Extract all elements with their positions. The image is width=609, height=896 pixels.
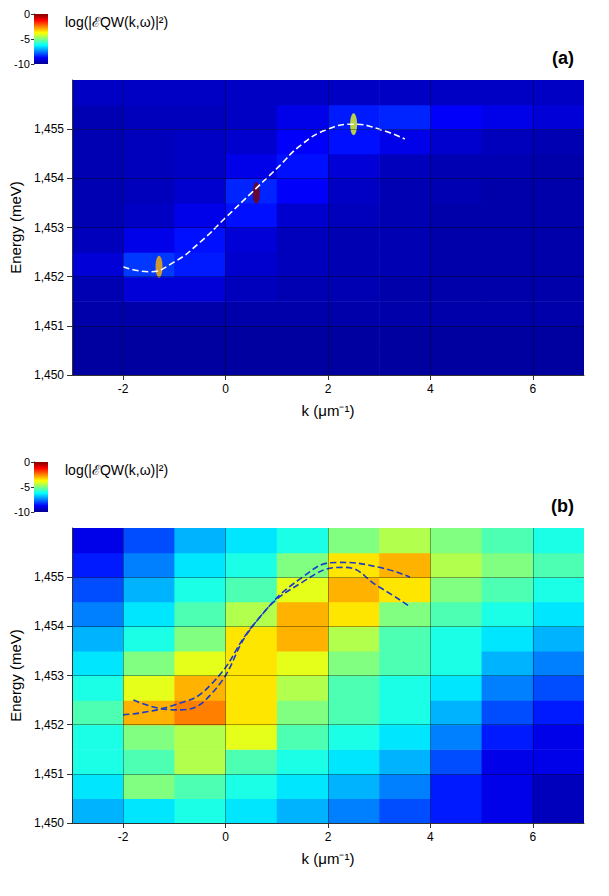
- svg-text:1,451: 1,451: [34, 319, 64, 333]
- svg-text:0: 0: [222, 382, 229, 396]
- svg-text:(b): (b): [551, 496, 574, 516]
- svg-text:2: 2: [325, 382, 332, 396]
- svg-text:1,451: 1,451: [34, 767, 64, 781]
- svg-text:1,452: 1,452: [34, 270, 64, 284]
- svg-text:1,452: 1,452: [34, 718, 64, 732]
- svg-text:1,455: 1,455: [34, 570, 64, 584]
- svg-text:log(|ℰQW(k,ω)|²): log(|ℰQW(k,ω)|²): [65, 462, 168, 478]
- svg-text:-5: -5: [20, 33, 30, 45]
- svg-text:k (μm⁻¹): k (μm⁻¹): [302, 850, 355, 867]
- svg-text:1,450: 1,450: [34, 816, 64, 830]
- svg-text:1,454: 1,454: [34, 171, 64, 185]
- svg-text:0: 0: [222, 830, 229, 844]
- svg-text:Energy (meV): Energy (meV): [7, 181, 24, 274]
- svg-text:log(|ℰQW(k,ω)|²): log(|ℰQW(k,ω)|²): [65, 14, 168, 30]
- svg-text:0: 0: [24, 456, 30, 468]
- svg-text:1,453: 1,453: [34, 221, 64, 235]
- svg-text:1,454: 1,454: [34, 619, 64, 633]
- svg-text:1,453: 1,453: [34, 669, 64, 683]
- svg-text:6: 6: [529, 382, 536, 396]
- svg-text:2: 2: [325, 830, 332, 844]
- svg-text:k (μm⁻¹): k (μm⁻¹): [302, 402, 355, 419]
- svg-text:-10: -10: [14, 58, 30, 70]
- svg-text:-5: -5: [20, 481, 30, 493]
- svg-text:-10: -10: [14, 506, 30, 518]
- svg-text:-2: -2: [118, 382, 129, 396]
- svg-text:6: 6: [529, 830, 536, 844]
- svg-text:4: 4: [427, 830, 434, 844]
- svg-text:0: 0: [24, 8, 30, 20]
- svg-text:1,455: 1,455: [34, 122, 64, 136]
- svg-text:-2: -2: [118, 830, 129, 844]
- svg-text:(a): (a): [552, 48, 574, 68]
- svg-text:4: 4: [427, 382, 434, 396]
- svg-text:1,450: 1,450: [34, 368, 64, 382]
- svg-text:Energy (meV): Energy (meV): [7, 629, 24, 722]
